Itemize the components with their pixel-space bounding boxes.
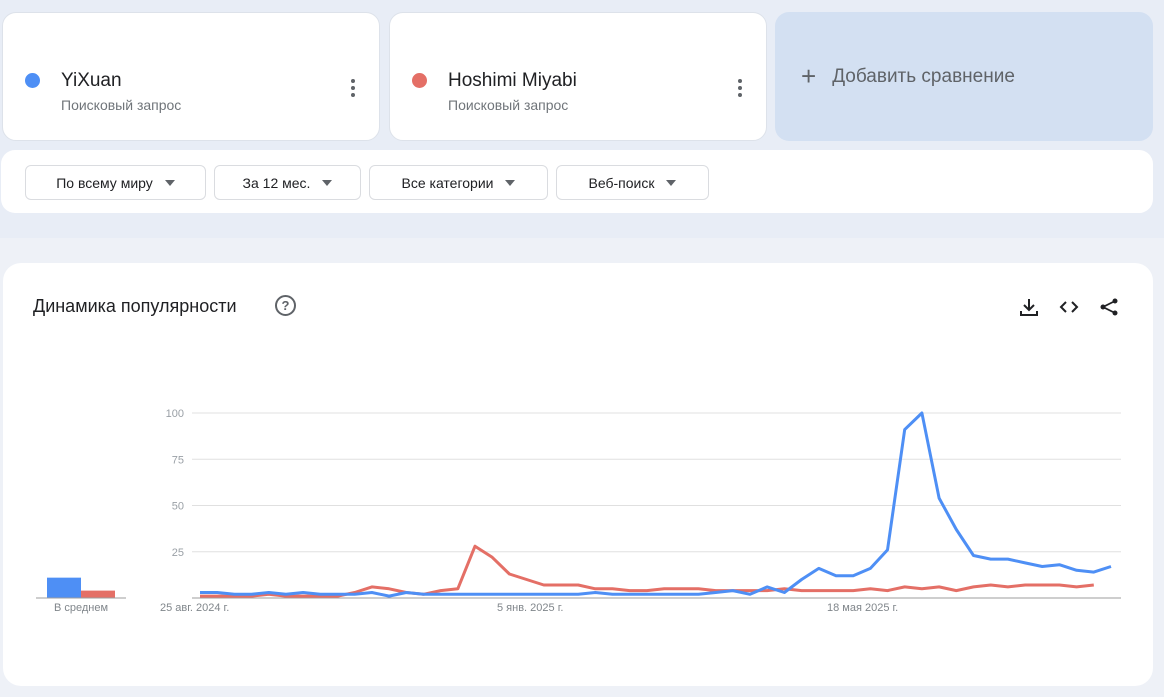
embed-icon[interactable]	[1058, 296, 1080, 318]
filter-bar: По всему миру За 12 мес. Все категории В…	[1, 150, 1153, 213]
average-bar	[81, 590, 115, 598]
y-tick-label: 100	[166, 408, 184, 420]
average-label: В среднем	[54, 602, 108, 614]
x-tick-label: 18 мая 2025 г.	[827, 602, 898, 614]
add-comparison-label: Добавить сравнение	[832, 65, 1015, 87]
share-icon[interactable]	[1098, 296, 1120, 318]
dropdown-arrow-icon	[164, 179, 175, 186]
dropdown-label: За 12 мес.	[242, 174, 311, 191]
region-dropdown[interactable]: По всему миру	[25, 165, 206, 200]
term-card-hoshimi-miyabi[interactable]: Hoshimi Miyabi Поисковый запрос	[389, 12, 767, 141]
more-options-icon[interactable]	[347, 79, 359, 101]
term-name: YiXuan	[61, 70, 122, 91]
x-tick-label: 5 янв. 2025 г.	[497, 602, 563, 614]
average-bar	[47, 577, 81, 598]
dropdown-arrow-icon	[322, 179, 333, 186]
series-line-yixuan	[200, 411, 1112, 598]
term-name: Hoshimi Miyabi	[448, 70, 577, 91]
help-icon[interactable]: ?	[275, 295, 296, 316]
dropdown-label: Все категории	[401, 174, 494, 191]
dropdown-label: Веб-поиск	[588, 174, 655, 191]
y-tick-label: 25	[172, 547, 184, 559]
term-type: Поисковый запрос	[448, 97, 569, 113]
series-color-dot	[412, 73, 427, 88]
download-icon[interactable]	[1018, 296, 1040, 318]
search-type-dropdown[interactable]: Веб-поиск	[556, 165, 709, 200]
y-tick-label: 50	[172, 501, 184, 513]
add-comparison-button[interactable]: + Добавить сравнение	[775, 12, 1153, 141]
term-card-yixuan[interactable]: YiXuan Поисковый запрос	[2, 12, 380, 141]
x-tick-label: 25 авг. 2024 г.	[160, 602, 229, 614]
term-type: Поисковый запрос	[61, 97, 182, 113]
time-range-dropdown[interactable]: За 12 мес.	[214, 165, 361, 200]
interest-over-time-panel: Динамика популярности ?	[3, 263, 1153, 686]
dropdown-arrow-icon	[505, 179, 516, 186]
dropdown-label: По всему миру	[56, 174, 153, 191]
plus-icon: +	[801, 61, 817, 91]
y-tick-label: 75	[172, 454, 184, 466]
dropdown-arrow-icon	[666, 179, 677, 186]
panel-title: Динамика популярности	[33, 296, 237, 316]
category-dropdown[interactable]: Все категории	[369, 165, 548, 200]
more-options-icon[interactable]	[734, 79, 746, 101]
series-color-dot	[25, 73, 40, 88]
series-line-hoshimi-miyabi	[200, 544, 1094, 598]
